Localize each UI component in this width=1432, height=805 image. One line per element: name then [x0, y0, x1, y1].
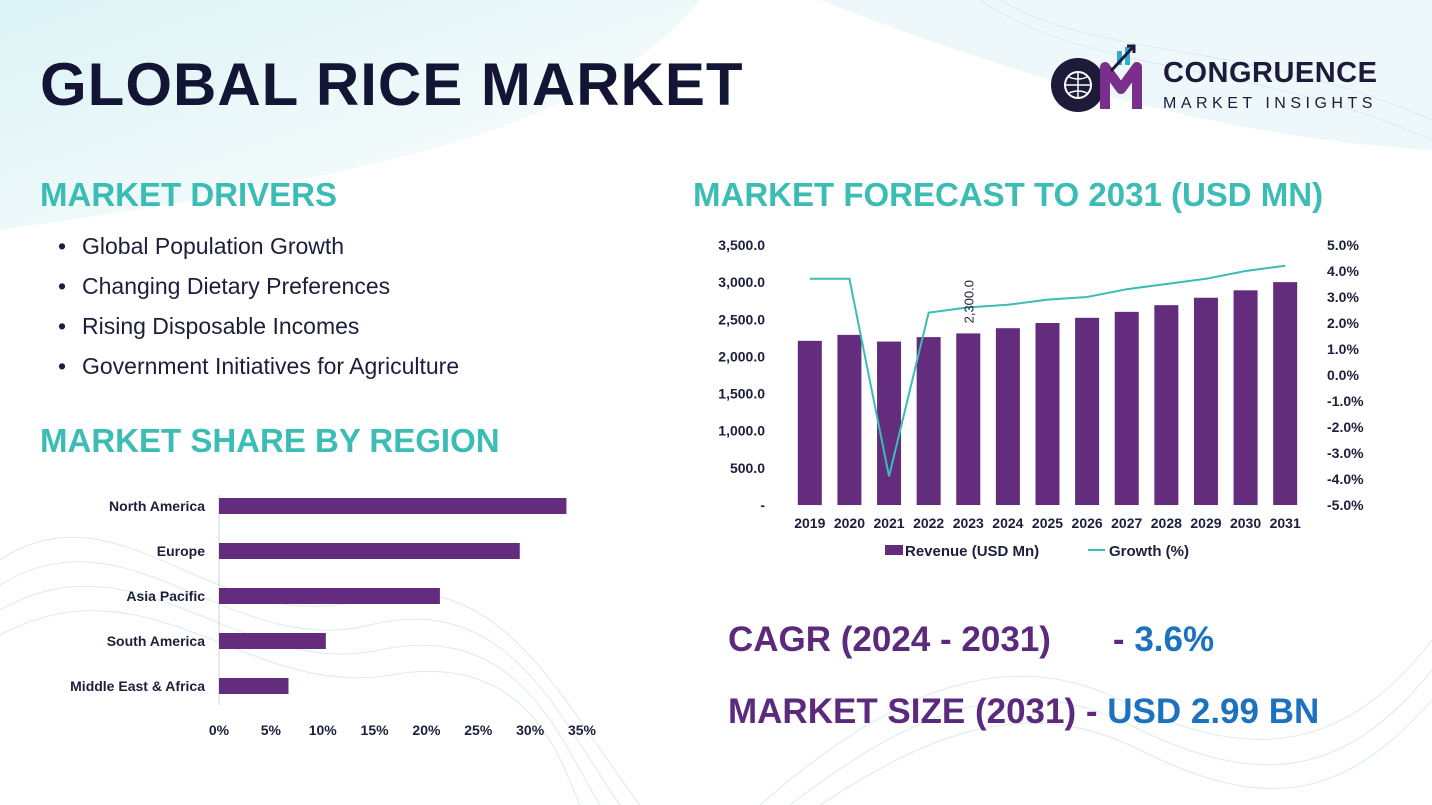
bar: [219, 633, 326, 649]
list-item: • Changing Dietary Preferences: [58, 270, 459, 310]
x-tick-label: 2027: [1111, 515, 1142, 531]
forecast-heading: MARKET FORECAST TO 2031 (USD MN): [693, 176, 1324, 213]
list-item: • Government Initiatives for Agriculture: [58, 350, 459, 390]
y-left-tick-label: -: [760, 497, 765, 513]
data-label: 2,300.0: [961, 280, 976, 323]
x-tick-label: 2031: [1270, 515, 1301, 531]
x-tick-label: 2021: [873, 515, 904, 531]
x-tick-label: 2025: [1032, 515, 1063, 531]
cagr-value: 3.6%: [1134, 620, 1215, 659]
driver-label: Government Initiatives for Agriculture: [82, 353, 460, 379]
bar: [1233, 290, 1258, 505]
y-left-tick-label: 1,500.0: [718, 386, 765, 402]
y-right-tick-label: 4.0%: [1327, 263, 1359, 279]
x-tick-label: 2029: [1190, 515, 1221, 531]
category-label: Europe: [157, 543, 205, 559]
drivers-list: • Global Population Growth • Changing Diet…: [58, 230, 459, 390]
bar: [1075, 317, 1100, 505]
y-left-tick-label: 1,000.0: [718, 423, 765, 439]
list-item: • Rising Disposable Incomes: [58, 310, 459, 350]
category-label: Asia Pacific: [126, 588, 205, 604]
bar: [797, 340, 822, 505]
y-right-tick-label: -1.0%: [1327, 393, 1364, 409]
y-left-tick-label: 3,500.0: [718, 237, 765, 253]
x-tick-label: 2024: [992, 515, 1023, 531]
region-share-chart: North America Europe Asia Pacific South Ame…: [70, 495, 597, 738]
x-tick-label: 2019: [794, 515, 825, 531]
logo-name: CONGRUENCE: [1163, 57, 1378, 89]
y-left-tick-label: 500.0: [730, 460, 765, 476]
y-left-tick-label: 2,000.0: [718, 348, 765, 364]
cagr-label: CAGR (2024 - 2031): [728, 620, 1051, 659]
driver-label: Global Population Growth: [82, 233, 345, 259]
y-right-tick-label: 2.0%: [1327, 315, 1359, 331]
page-title: GLOBAL RICE MARKET: [40, 51, 744, 118]
driver-label: Changing Dietary Preferences: [82, 273, 391, 299]
x-tick-label: 2022: [913, 515, 944, 531]
legend-bar-swatch: [885, 545, 903, 555]
bar: [995, 328, 1020, 505]
logo-mark-icon: [1051, 44, 1142, 112]
y-right-tick-label: 0.0%: [1327, 367, 1359, 383]
y-right-tick-label: -2.0%: [1327, 419, 1364, 435]
bar: [1154, 305, 1179, 505]
market-size-separator: -: [1076, 692, 1108, 731]
bar: [1114, 311, 1139, 505]
bar: [219, 498, 567, 514]
y-right-tick-label: 1.0%: [1327, 341, 1359, 357]
legend-label: Growth (%): [1109, 543, 1189, 560]
x-tick-label: 2028: [1151, 515, 1182, 531]
bar: [877, 341, 902, 505]
cagr-separator: -: [1112, 620, 1135, 659]
y-right-tick-label: 3.0%: [1327, 289, 1359, 305]
bullet-icon: •: [58, 353, 67, 379]
bullet-icon: •: [58, 273, 67, 299]
bar: [956, 333, 981, 505]
list-item: • Global Population Growth: [58, 230, 459, 270]
x-tick-label: 25%: [464, 722, 493, 738]
category-label: North America: [109, 498, 205, 514]
driver-label: Rising Disposable Incomes: [82, 313, 360, 339]
bar: [1273, 282, 1298, 505]
bullet-icon: •: [58, 233, 67, 259]
y-right-tick-label: 5.0%: [1327, 237, 1359, 253]
x-tick-label: 0%: [209, 722, 230, 738]
region-heading: MARKET SHARE BY REGION: [40, 422, 500, 459]
logo-tagline: MARKET INSIGHTS: [1163, 95, 1377, 112]
market-size-value: USD 2.99 BN: [1107, 692, 1320, 731]
bar: [219, 588, 440, 604]
category-label: South America: [107, 633, 205, 649]
y-right-tick-label: -4.0%: [1327, 471, 1364, 487]
y-left-tick-label: 3,000.0: [718, 274, 765, 290]
y-left-tick-label: 2,500.0: [718, 311, 765, 327]
bar: [837, 334, 862, 505]
x-tick-label: 35%: [568, 722, 597, 738]
bar: [219, 543, 520, 559]
bar: [1035, 323, 1060, 505]
y-right-tick-label: -5.0%: [1327, 497, 1364, 513]
drivers-heading: MARKET DRIVERS: [40, 176, 338, 213]
x-tick-label: 2023: [953, 515, 984, 531]
bar: [219, 678, 289, 694]
growth-line: [809, 264, 1286, 477]
x-tick-label: 5%: [261, 722, 282, 738]
x-tick-label: 2030: [1230, 515, 1261, 531]
market-size-label: MARKET SIZE (2031): [728, 692, 1077, 731]
bullet-icon: •: [58, 313, 67, 339]
category-label: Middle East & Africa: [70, 678, 205, 694]
x-tick-label: 2020: [834, 515, 865, 531]
cagr-kpi: CAGR (2024 - 2031) - 3.6%: [728, 620, 1214, 660]
company-logo: CONGRUENCE MARKET INSIGHTS: [1045, 43, 1405, 123]
x-tick-label: 10%: [309, 722, 338, 738]
x-tick-label: 30%: [516, 722, 545, 738]
market-size-kpi: MARKET SIZE (2031) - USD 2.99 BN: [728, 692, 1319, 732]
x-tick-label: 2026: [1072, 515, 1103, 531]
x-tick-label: 15%: [361, 722, 390, 738]
legend-label: Revenue (USD Mn): [905, 543, 1039, 560]
bar: [1193, 297, 1218, 505]
forecast-chart: - 500.0 1,000.0 1,500.0 2,000.0 2,500.0 3,000.…: [718, 237, 1364, 560]
y-right-tick-label: -3.0%: [1327, 445, 1364, 461]
bar: [916, 337, 941, 505]
x-tick-label: 20%: [412, 722, 441, 738]
